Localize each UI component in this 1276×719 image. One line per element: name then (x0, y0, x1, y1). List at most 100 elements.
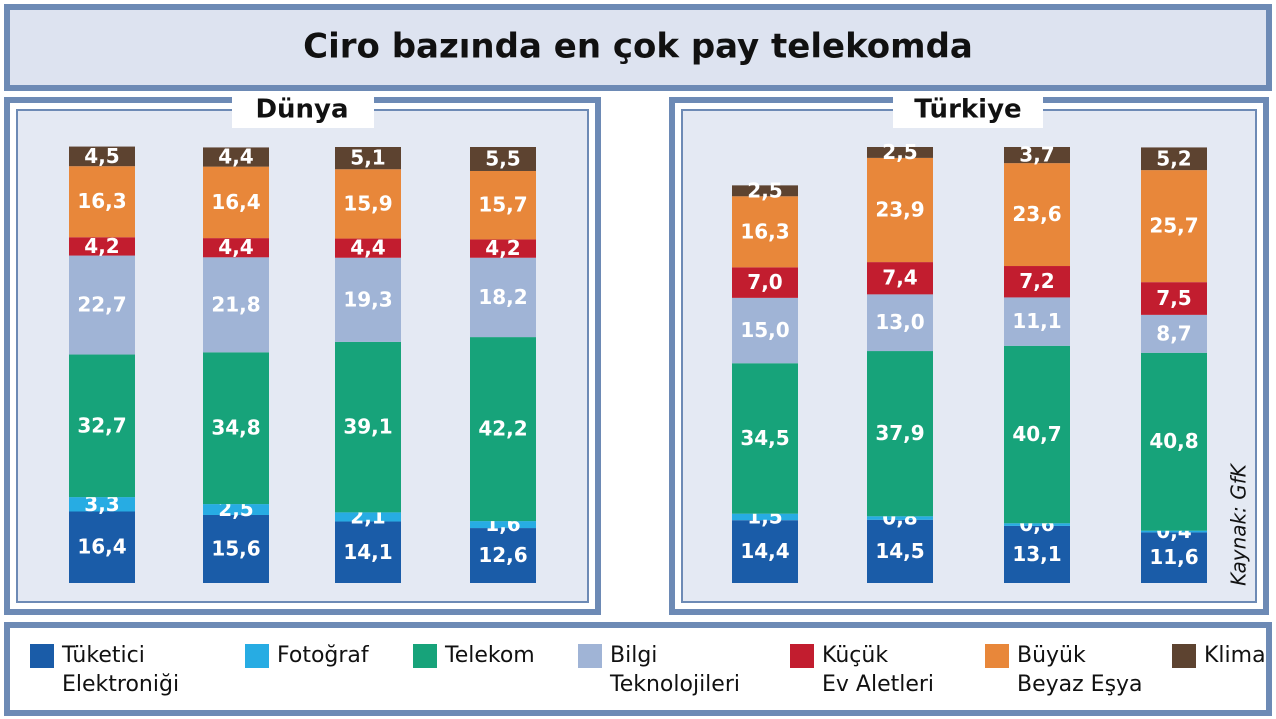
bar-segment (867, 519, 933, 583)
value-label: 4,4 (218, 235, 253, 259)
bar-segment (732, 185, 798, 197)
value-label: 14,1 (343, 540, 392, 564)
legend-swatch (790, 644, 814, 668)
bar-segment (69, 354, 135, 498)
bar-segment (203, 257, 269, 353)
value-label: 21,8 (211, 292, 260, 316)
value-label: 5,5 (485, 146, 520, 170)
legend-swatch (30, 644, 54, 668)
bar-segment (335, 147, 401, 170)
value-label: 5,1 (350, 146, 385, 170)
legend-swatch (578, 644, 602, 668)
legend-label: Fotoğraf (277, 643, 370, 668)
bar-segment (470, 521, 536, 529)
value-label: 13,1 (1012, 542, 1061, 566)
bar-segment (732, 520, 798, 583)
bar-segment (69, 146, 135, 167)
bar-segment (867, 516, 933, 520)
value-label: 23,6 (1012, 202, 1061, 226)
source: Kaynak: GfK (1227, 462, 1251, 586)
bar-segment (470, 147, 536, 171)
value-label: 7,2 (1019, 269, 1054, 293)
value-label: 42,2 (478, 417, 527, 441)
value-label: 16,3 (77, 189, 126, 213)
bar-segment (867, 351, 933, 517)
value-label: 3,7 (1019, 143, 1054, 167)
bar-segment (732, 196, 798, 268)
value-label: 39,1 (343, 415, 392, 439)
bar-segment (1004, 163, 1070, 267)
bar-segment (203, 352, 269, 505)
value-label: 16,3 (740, 219, 789, 243)
bar-segment (1004, 266, 1070, 298)
chart-title: Ciro bazında en çok pay telekomda (303, 27, 973, 67)
legend-swatch (245, 644, 269, 668)
bar-segment (69, 497, 135, 512)
bar-segment (1141, 352, 1207, 531)
value-label: 7,5 (1156, 286, 1191, 310)
bar-segment (470, 528, 536, 583)
bar-segment (335, 238, 401, 258)
bar-segment (1004, 345, 1070, 524)
bar-segment (470, 170, 536, 240)
bar-segment (1141, 532, 1207, 583)
legend-label: Bilgi Teknolojileri (609, 643, 740, 697)
panel-title-bg (893, 92, 1043, 128)
value-label: 4,4 (218, 145, 253, 169)
bar-segment (732, 297, 798, 364)
value-label: 16,4 (211, 190, 260, 214)
bar-segment (470, 257, 536, 338)
value-label: 4,2 (84, 234, 119, 258)
bar-segment (335, 521, 401, 583)
value-label: 12,6 (478, 543, 527, 567)
value-label: 11,6 (1149, 545, 1198, 569)
bar-segment (335, 341, 401, 513)
bar-segment (335, 257, 401, 342)
bar-segment (69, 255, 135, 355)
bar-segment (69, 237, 135, 256)
bar-segment (1004, 525, 1070, 583)
legend-label: Tüketici Elektroniği (61, 643, 179, 697)
bar-segment (1141, 147, 1207, 171)
legend-label: Telekom (444, 643, 535, 668)
value-label: 19,3 (343, 287, 392, 311)
value-label: 14,4 (740, 539, 789, 563)
panel-title-bg (232, 92, 374, 128)
bar-segment (1004, 297, 1070, 346)
value-label: 15,6 (211, 536, 260, 560)
bar-segment (732, 267, 798, 298)
value-label: 23,9 (875, 198, 924, 222)
value-label: 34,8 (211, 416, 260, 440)
legend-label: Büyük Beyaz Eşya (1017, 643, 1143, 697)
value-label: 7,4 (882, 266, 917, 290)
bar-segment (867, 294, 933, 352)
bar-segment (1004, 523, 1070, 526)
legend-label: Klima (1204, 643, 1266, 668)
bar-segment (1141, 530, 1207, 533)
value-label: 34,5 (740, 426, 789, 450)
value-label: 4,2 (485, 236, 520, 260)
value-label: 11,1 (1012, 309, 1061, 333)
value-label: 2,5 (882, 140, 917, 164)
bar-segment (69, 511, 135, 583)
value-label: 40,7 (1012, 422, 1061, 446)
bar-segment (732, 513, 798, 521)
bar-segment (470, 239, 536, 258)
legend-swatch (985, 644, 1009, 668)
legend-swatch (1172, 644, 1196, 668)
value-label: 2,5 (747, 178, 782, 202)
value-label: 40,8 (1149, 429, 1198, 453)
value-label: 8,7 (1156, 321, 1191, 345)
bar-segment (69, 166, 135, 238)
value-label: 15,0 (740, 318, 789, 342)
bar-segment (1141, 282, 1207, 315)
bar-segment (1004, 147, 1070, 164)
value-label: 4,4 (350, 236, 385, 260)
value-label: 32,7 (77, 413, 126, 437)
title-band (4, 4, 1272, 91)
bar-segment (867, 147, 933, 158)
bar-segment (203, 147, 269, 167)
bar-segment (335, 512, 401, 522)
value-label: 15,7 (478, 193, 527, 217)
value-label: 13,0 (875, 310, 924, 334)
